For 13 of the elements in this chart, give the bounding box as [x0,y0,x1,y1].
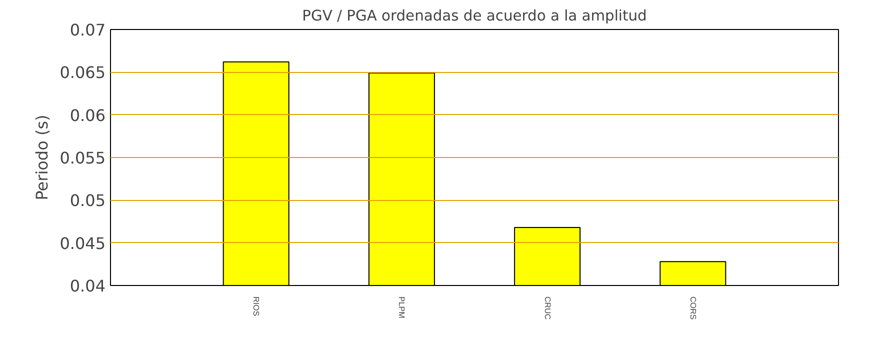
y-tick-label: 0.045 [60,234,106,253]
x-tick-label: CRUC [542,296,552,320]
y-axis-title: Periodo (s) [32,114,52,200]
y-tick-label: 0.055 [60,148,106,168]
y-tick-label: 0.06 [70,106,106,125]
y-tick-label: 0.065 [60,63,106,82]
x-tick-label: CORS [688,296,698,320]
y-tick-label: 0.04 [70,276,106,296]
x-tick-label: PLPM [397,296,406,319]
y-tick-label: 0.05 [70,191,106,210]
y-tick-label: 0.07 [70,20,106,40]
chart-title: PGV / PGA ordenadas de acuerdo a la amplitud [302,8,647,24]
x-tick-label: RIOS [252,296,261,316]
